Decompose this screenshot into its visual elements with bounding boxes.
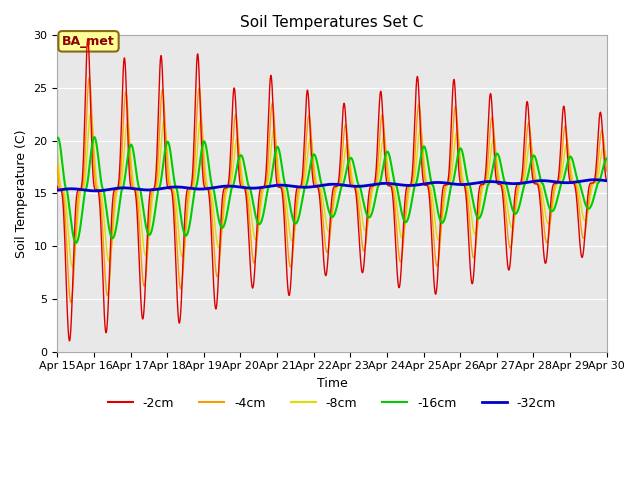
Text: BA_met: BA_met — [62, 35, 115, 48]
Title: Soil Temperatures Set C: Soil Temperatures Set C — [241, 15, 424, 30]
X-axis label: Time: Time — [317, 377, 348, 390]
Y-axis label: Soil Temperature (C): Soil Temperature (C) — [15, 129, 28, 258]
Legend: -2cm, -4cm, -8cm, -16cm, -32cm: -2cm, -4cm, -8cm, -16cm, -32cm — [103, 392, 561, 415]
